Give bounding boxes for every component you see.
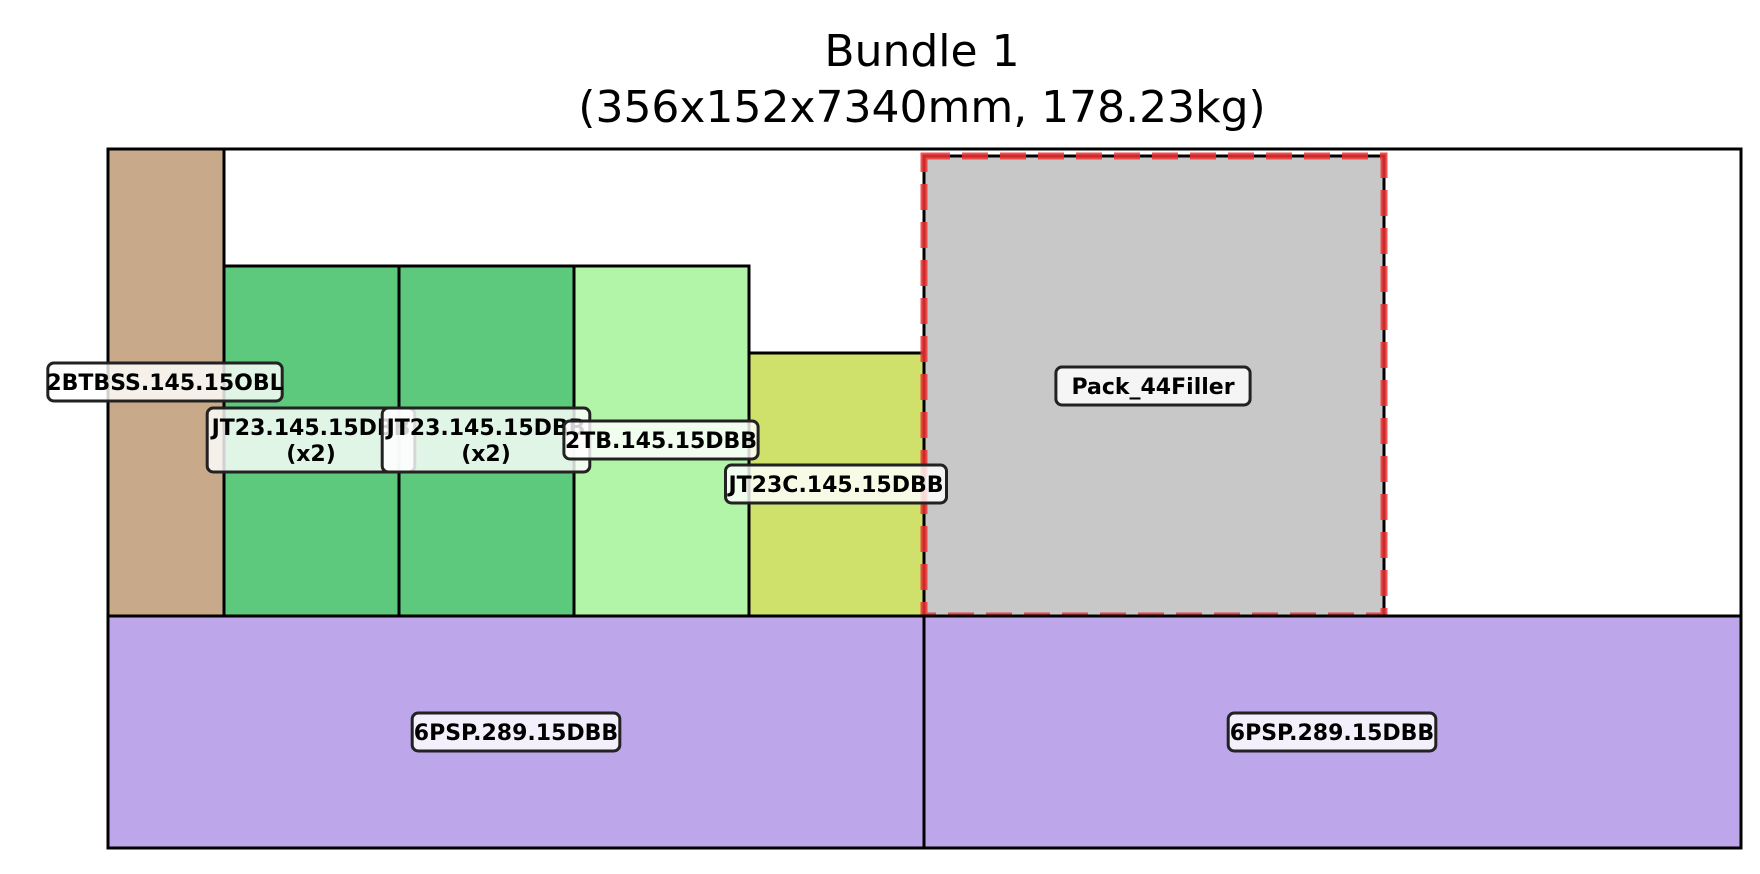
piece-name-text: JT23.145.15DBB — [210, 416, 411, 441]
label-2tb: 2TB.145.15DBB — [562, 419, 760, 461]
label-jt23-a: JT23.145.15DBB(x2) — [205, 406, 417, 474]
piece-multiplier-text: (x2) — [286, 442, 336, 467]
label-jt23c: JT23C.145.15DBB — [724, 463, 948, 505]
piece-name-text: JT23C.145.15DBB — [726, 473, 943, 498]
piece-name-text: Pack_44Filler — [1071, 375, 1234, 400]
piece-name-text: 6PSP.289.15DBB — [1230, 721, 1434, 746]
labels-layer: 2BTBSS.145.15OBLJT23.145.15DBB(x2)JT23.1… — [46, 361, 1438, 753]
label-filler: Pack_44Filler — [1054, 365, 1252, 407]
label-box — [1054, 365, 1252, 407]
diagram-title: Bundle 1 — [824, 26, 1019, 77]
piece-name-text: 2TB.145.15DBB — [565, 429, 757, 454]
label-box — [724, 463, 948, 505]
label-6psp-b: 6PSP.289.15DBB — [1226, 711, 1438, 753]
label-box — [46, 361, 284, 403]
label-box — [410, 711, 622, 753]
label-box — [1226, 711, 1438, 753]
label-2btbss: 2BTBSS.145.15OBL — [46, 361, 284, 403]
piece-name-text: 2BTBSS.145.15OBL — [46, 371, 283, 396]
label-jt23-b: JT23.145.15DBB(x2) — [380, 406, 592, 474]
label-box — [562, 419, 760, 461]
piece-multiplier-text: (x2) — [461, 442, 511, 467]
piece-name-text: JT23.145.15DBB — [385, 416, 586, 441]
diagram-subtitle: (356x152x7340mm, 178.23kg) — [578, 82, 1265, 133]
label-6psp-a: 6PSP.289.15DBB — [410, 711, 622, 753]
piece-name-text: 6PSP.289.15DBB — [414, 721, 618, 746]
